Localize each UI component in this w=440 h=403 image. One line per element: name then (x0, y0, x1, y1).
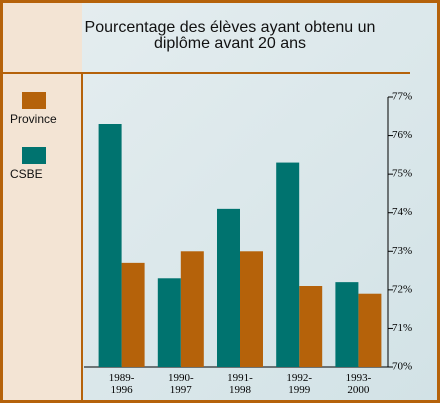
bar (335, 282, 358, 367)
legend-swatch (22, 92, 46, 109)
x-tick-label: 1990-1997 (168, 372, 194, 396)
y-tick-label: 71% (392, 322, 412, 334)
legend-panel (2, 2, 82, 401)
bar (299, 286, 322, 367)
legend-label: Province (10, 112, 57, 126)
bar (99, 124, 122, 367)
bar (276, 163, 299, 367)
y-tick-label: 70% (392, 361, 412, 373)
bar (122, 263, 145, 367)
y-tick-label: 72% (392, 283, 412, 295)
bar (158, 278, 181, 367)
y-tick-label: 76% (392, 129, 412, 141)
y-tick-label: 73% (392, 245, 412, 257)
legend-label: CSBE (10, 167, 43, 181)
x-tick-label: 1992-1999 (286, 372, 312, 396)
page: Pourcentage des élèves ayant obtenu undi… (0, 0, 440, 403)
bar (240, 251, 263, 367)
x-tick-label: 1991-1998 (227, 372, 253, 396)
bar (358, 294, 381, 367)
x-tick-label: 1993-2000 (346, 372, 372, 396)
y-tick-label: 75% (392, 168, 412, 180)
bar (217, 209, 240, 367)
y-tick-label: 74% (392, 206, 412, 218)
x-tick-label: 1989-1996 (109, 372, 135, 396)
legend-swatch (22, 147, 46, 164)
y-tick-label: 77% (392, 91, 412, 103)
chart: Pourcentage des élèves ayant obtenu undi… (0, 0, 440, 403)
bar (181, 251, 204, 367)
